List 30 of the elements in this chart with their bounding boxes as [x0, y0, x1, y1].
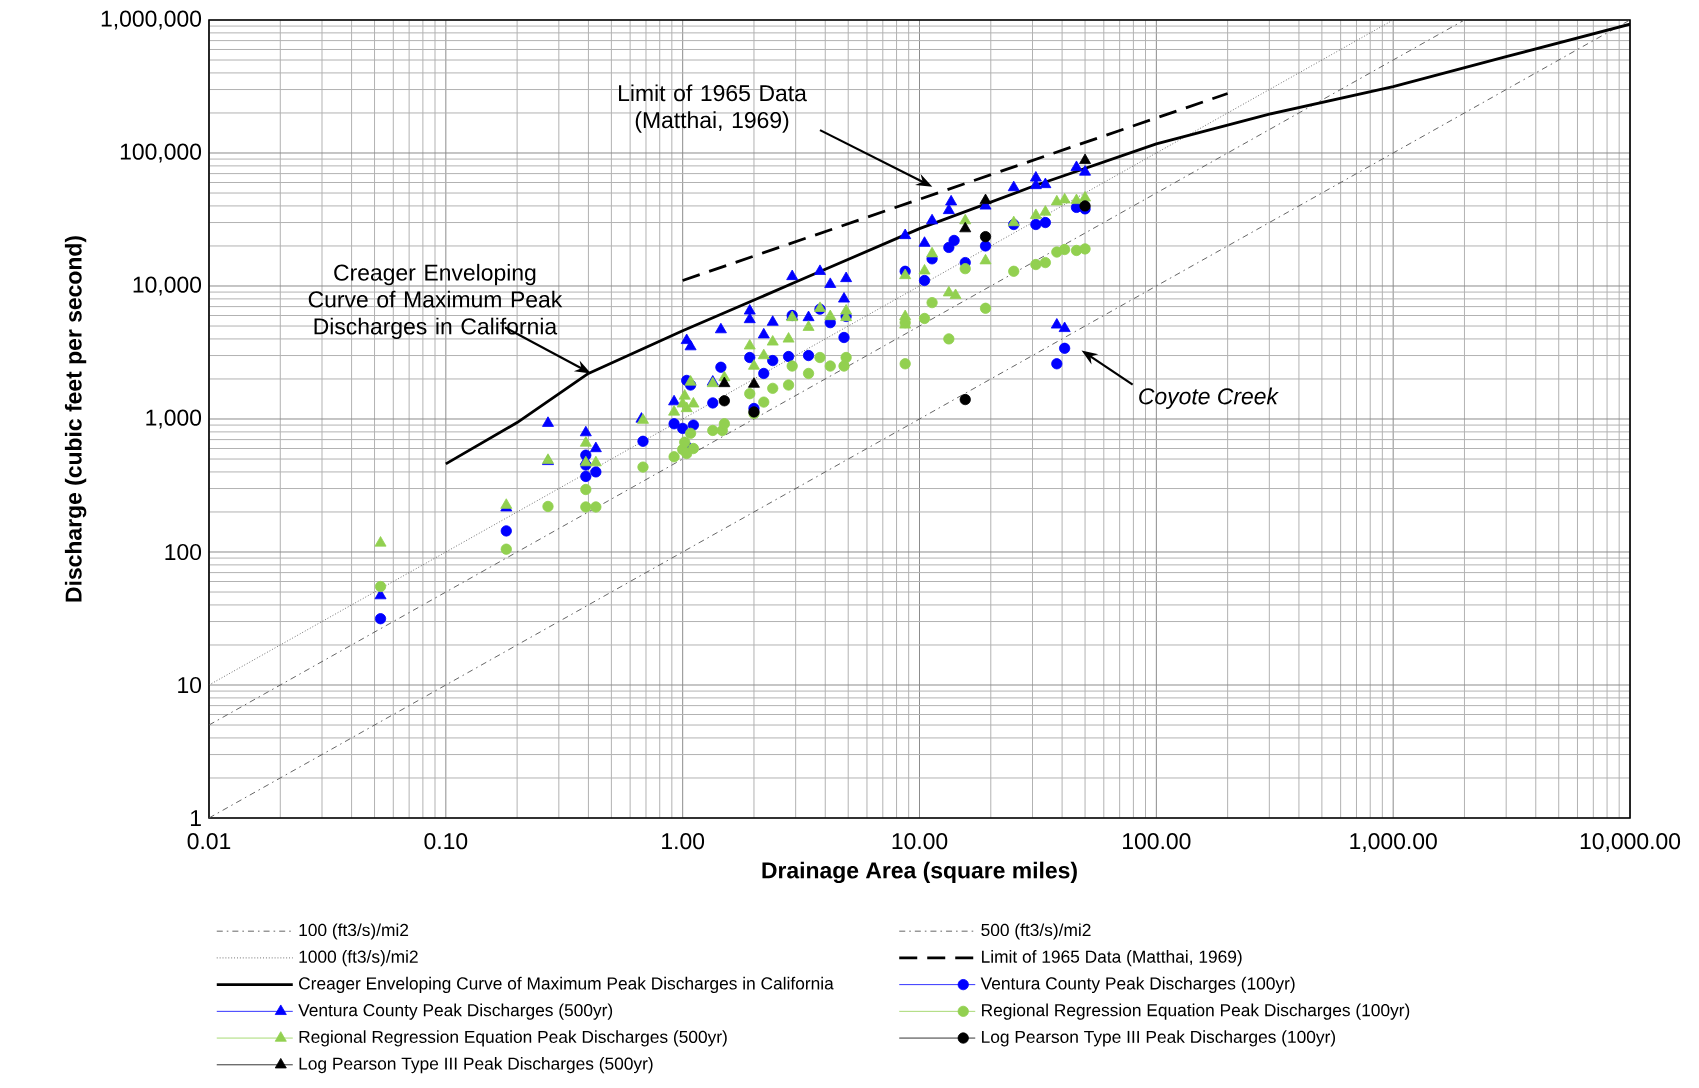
legend-label: Ventura County Peak Discharges (500yr)	[298, 1003, 613, 1020]
legend-label: Log Pearson Type III Peak Discharges (500yr)	[299, 1057, 653, 1074]
legend-label: 1000 (ft3/s)/mi2	[299, 950, 418, 967]
legend-label: Regional Regression Equation Peak Discharges (100yr)	[982, 1003, 1410, 1020]
legend-label: Limit of 1965 Data (Matthai, 1969)	[982, 950, 1242, 967]
legend-label: Log Pearson Type III Peak Discharges (100yr)	[982, 1030, 1336, 1047]
x-axis-title: Drainage Area (square miles)	[762, 861, 1077, 884]
y-tick-label: 100	[165, 543, 202, 561]
legend-label: 100 (ft3/s)/mi2	[299, 923, 409, 940]
legend-label: Regional Regression Equation Peak Discharges (500yr)	[299, 1030, 727, 1047]
x-tick-label: 0.10	[424, 833, 468, 850]
y-tick-label: 10,000	[133, 276, 202, 296]
x-tick-label: 10,000.00	[1580, 833, 1681, 852]
y-axis-title: Discharge (cubic feet per second)	[64, 236, 87, 602]
x-tick-label: 10.00	[892, 833, 948, 850]
y-tick-label: 1,000	[146, 409, 202, 429]
x-tick-label: 100.00	[1123, 833, 1191, 850]
y-tick-label: 10	[178, 676, 202, 694]
y-tick-label: 1,000,000	[101, 10, 202, 30]
annotation: Coyote Creek	[1139, 387, 1279, 409]
legend-label: Creager Enveloping Curve of Maximum Peak Discharges in California	[299, 976, 834, 993]
x-tick-label: 0.01	[187, 833, 231, 850]
legend-label: Ventura County Peak Discharges (100yr)	[980, 976, 1295, 993]
annotation: Creager Enveloping Curve of Maximum Peak Discharges in California	[308, 263, 563, 340]
annotation: Limit of 1965 Data (Matthai, 1969)	[619, 84, 807, 133]
x-tick-label: 1,000.00	[1350, 833, 1437, 852]
legend-label: 500 (ft3/s)/mi2	[981, 923, 1091, 940]
x-tick-label: 1.00	[662, 833, 705, 850]
y-tick-label: 1	[190, 810, 201, 826]
y-tick-label: 100,000	[120, 143, 202, 163]
